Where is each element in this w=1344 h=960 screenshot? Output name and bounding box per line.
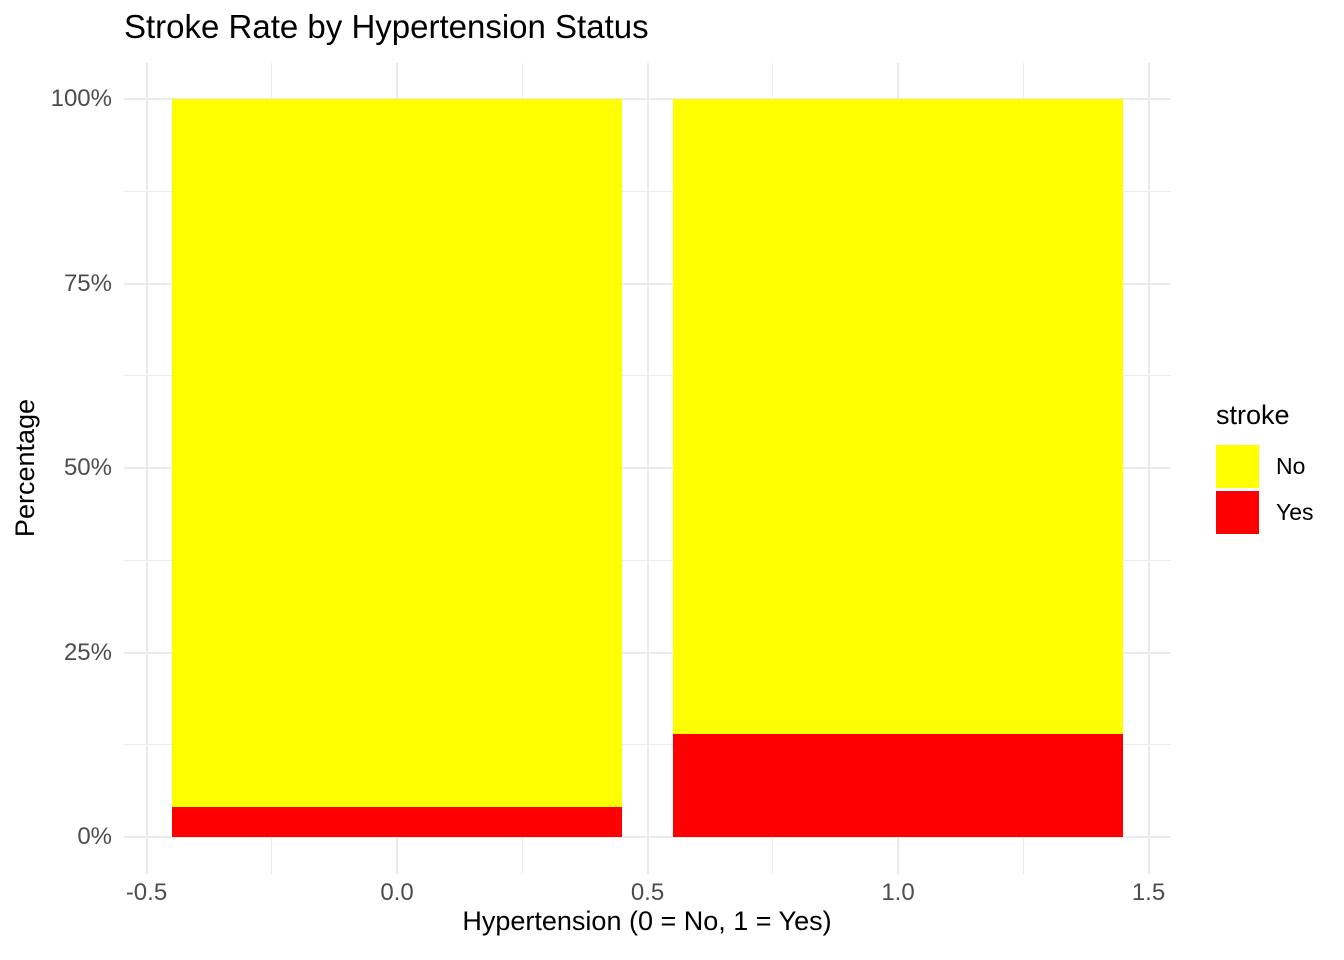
x-tick-label: -0.5 <box>125 879 168 906</box>
x-tick-label: 0.0 <box>380 879 414 906</box>
y-tick-label: 25% <box>63 638 112 666</box>
plot-panel <box>124 63 1171 874</box>
y-tick-label: 75% <box>63 269 112 297</box>
y-tick-label: 0% <box>77 823 112 850</box>
chart-title: Stroke Rate by Hypertension Status <box>124 8 649 45</box>
gridline-major-horizontal <box>124 836 1171 838</box>
x-tick-label: 1.0 <box>881 879 915 906</box>
legend-label: Yes <box>1276 499 1314 525</box>
legend-swatch-no <box>1216 445 1259 488</box>
gridline-major-horizontal <box>124 651 1171 654</box>
y-tick-label: 100% <box>50 85 112 112</box>
bar-segment-no-x0 <box>171 99 623 807</box>
gridline-major-horizontal <box>124 282 1171 285</box>
bar-segment-no-x1 <box>672 99 1124 735</box>
legend-entry-no: No <box>1216 445 1314 488</box>
legend-entry-yes: Yes <box>1216 491 1314 534</box>
legend-title: stroke <box>1216 400 1290 430</box>
gridline-major-horizontal <box>124 98 1171 100</box>
bar-segment-yes-x1 <box>672 734 1124 837</box>
legend-swatch-yes <box>1216 491 1259 534</box>
x-tick-label: 1.5 <box>1131 879 1166 906</box>
x-tick-label: 0.5 <box>630 879 665 906</box>
legend-entries: No Yes <box>1216 445 1314 534</box>
x-axis-title: Hypertension (0 = No, 1 = Yes) <box>462 906 832 936</box>
gridline-major-horizontal <box>124 467 1171 469</box>
legend: stroke No Yes <box>1216 400 1314 537</box>
bar-segment-yes-x0 <box>171 806 623 837</box>
legend-label: No <box>1276 453 1306 479</box>
y-tick-label: 50% <box>63 454 112 481</box>
